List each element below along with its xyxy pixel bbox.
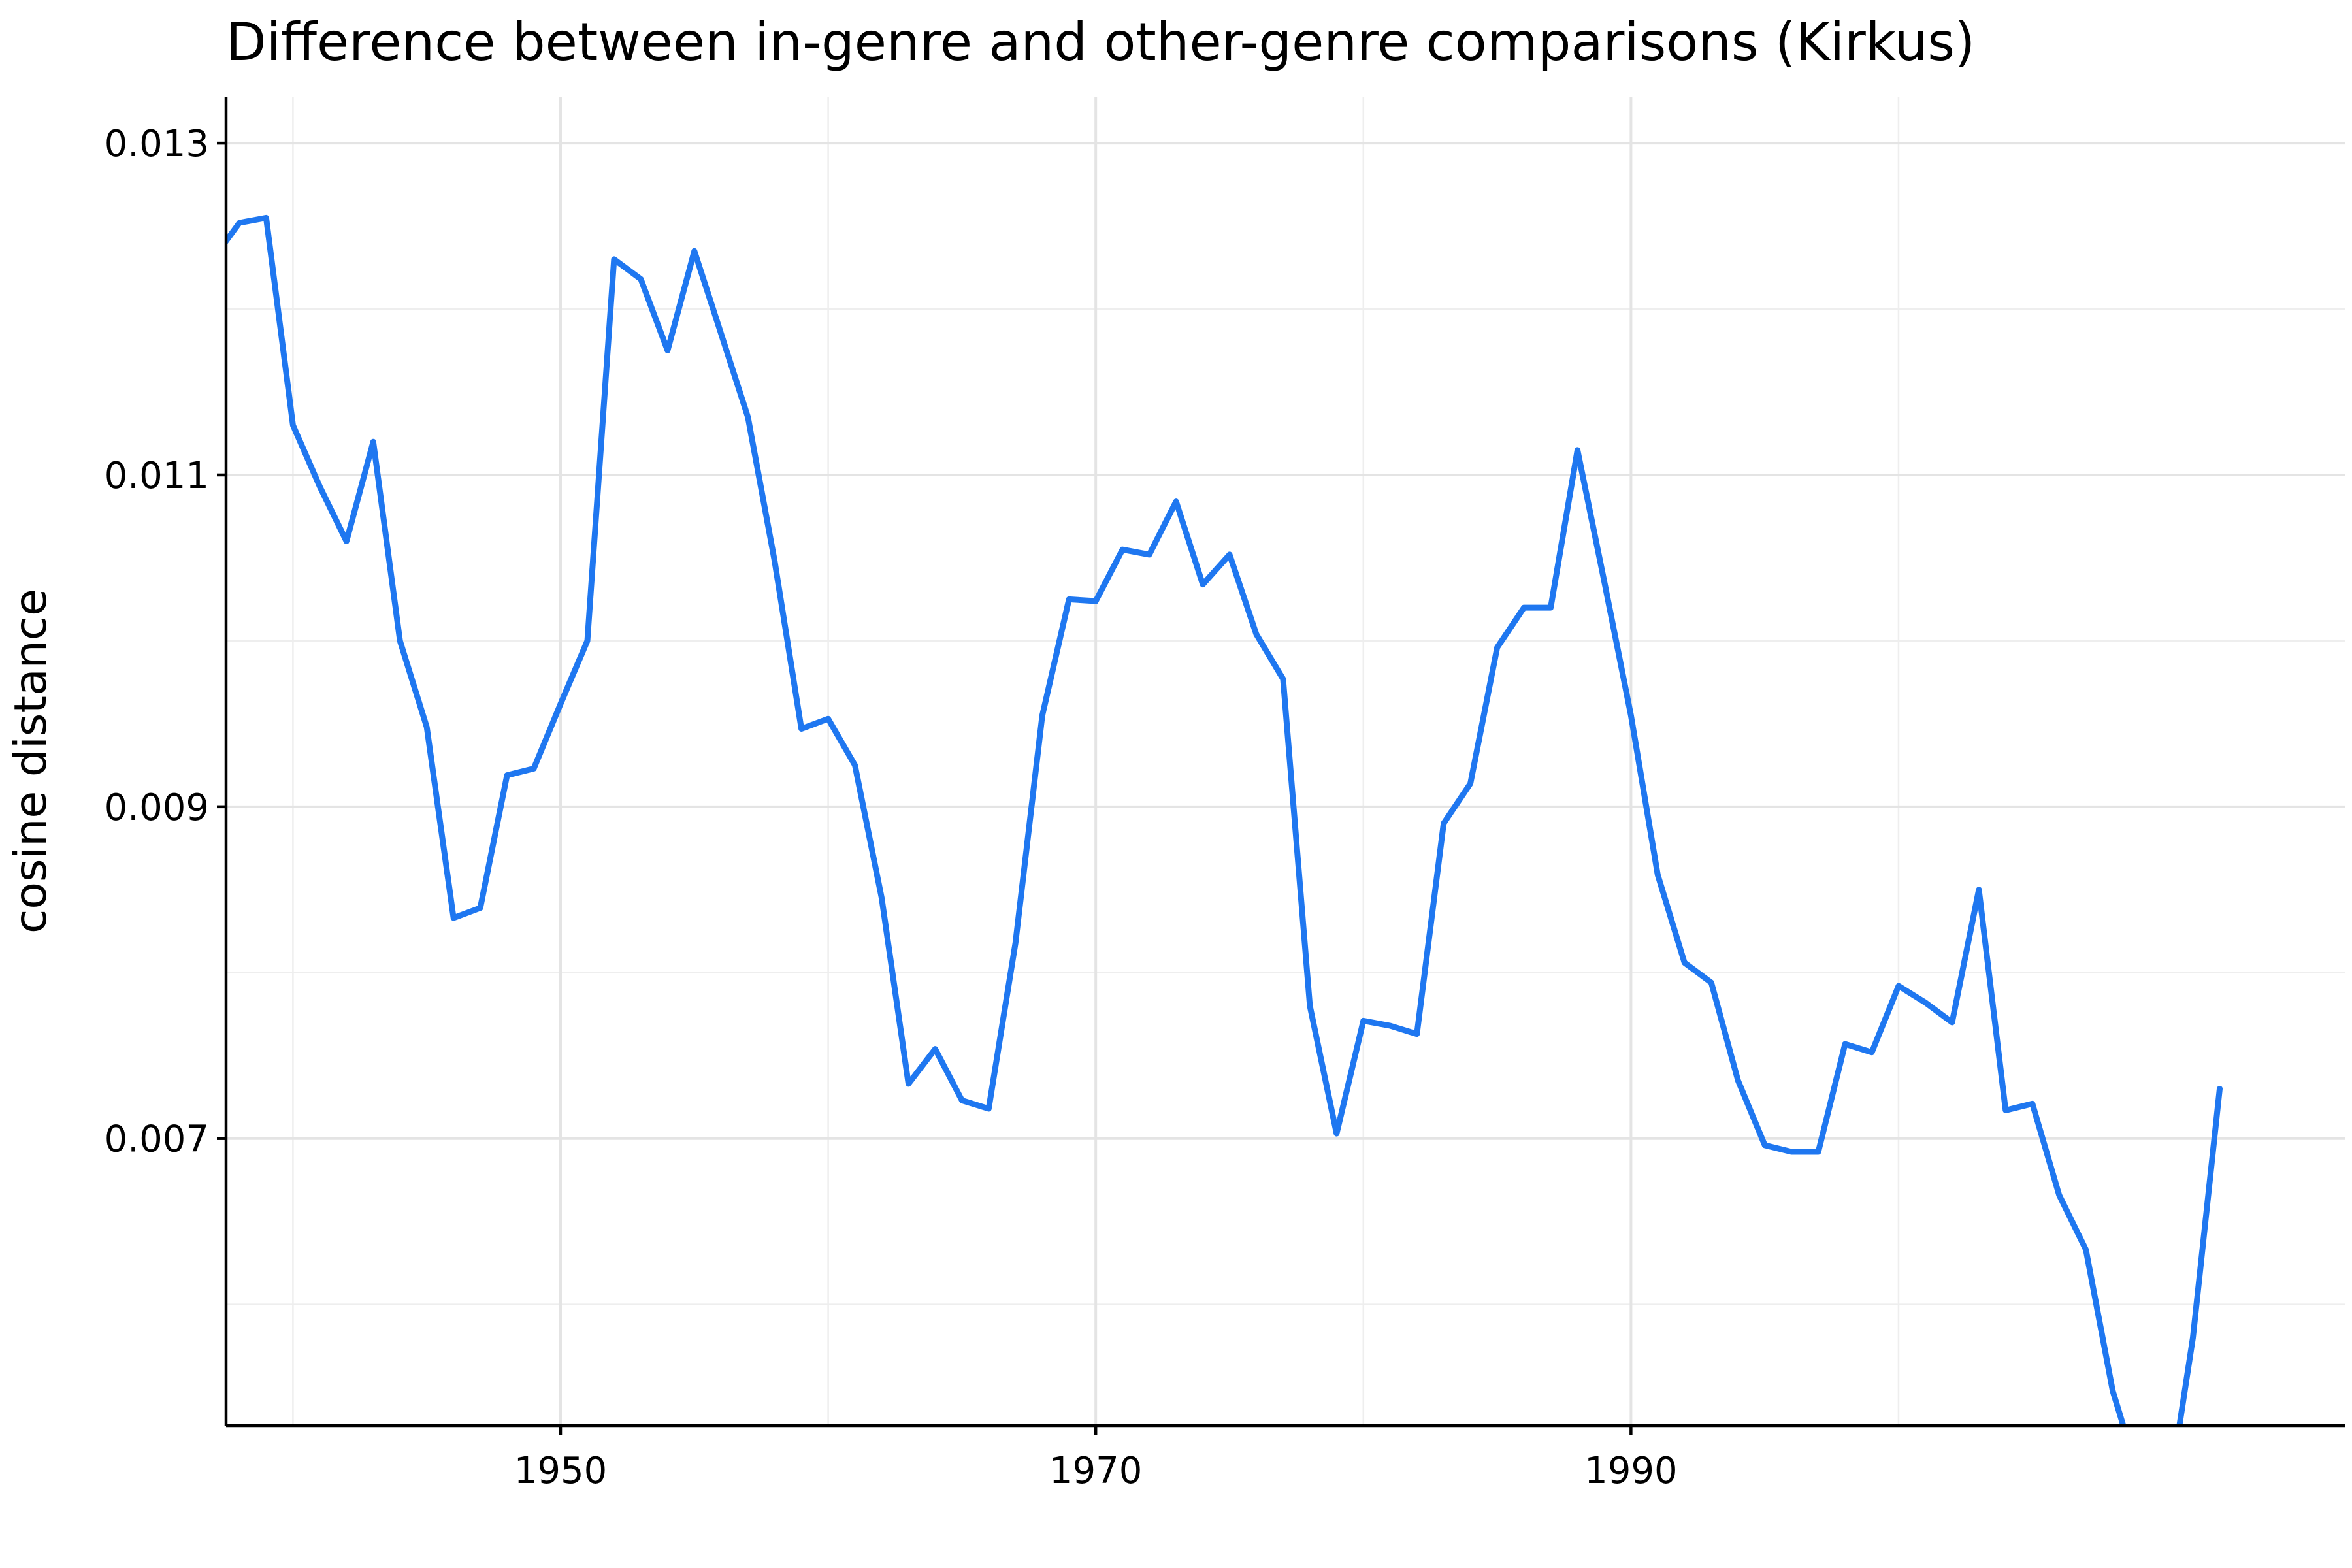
series-line-0 xyxy=(226,214,2223,1426)
y-tick-label-1: 0.009 xyxy=(105,787,209,829)
minor-gridlines xyxy=(226,97,2345,1426)
major-gridlines xyxy=(226,97,2345,1426)
series-layer xyxy=(226,214,2223,1426)
y-axis-ticks: 0.007 0.009 0.011 0.013 xyxy=(105,123,226,1161)
y-axis-title: cosine distance xyxy=(5,589,57,934)
x-tick-label-2: 1990 xyxy=(1584,1450,1678,1492)
y-tick-label-0: 0.007 xyxy=(105,1119,209,1161)
x-axis-ticks: 1950 1970 1990 xyxy=(514,1426,1678,1492)
y-tick-label-2: 0.011 xyxy=(105,455,209,497)
y-tick-label-3: 0.013 xyxy=(105,123,209,165)
chart-title: Difference between in-genre and other-ge… xyxy=(226,12,1975,73)
x-tick-label-1: 1970 xyxy=(1049,1450,1143,1492)
x-tick-label-0: 1950 xyxy=(514,1450,608,1492)
